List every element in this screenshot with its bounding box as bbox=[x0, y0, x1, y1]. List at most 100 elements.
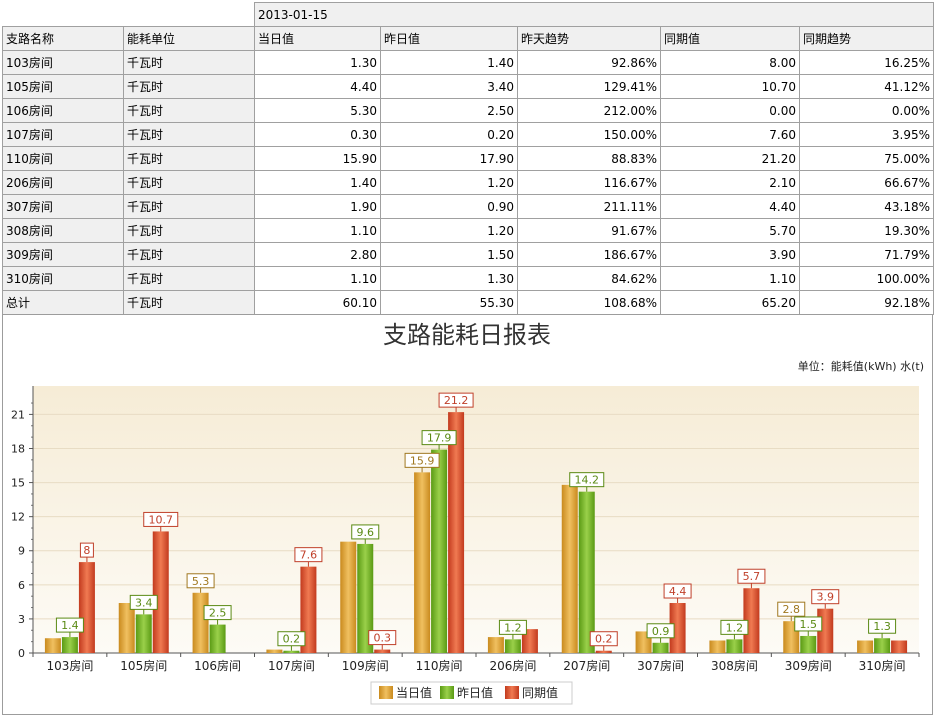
cell-same-trend: 92.18% bbox=[798, 290, 935, 315]
data-label-box bbox=[186, 573, 215, 589]
data-label-box bbox=[720, 619, 749, 635]
column-header-name: 支路名称 bbox=[2, 26, 124, 51]
cell-name: 308房间 bbox=[2, 218, 124, 243]
table-row: 110房间 千瓦时 15.90 17.90 88.83% 21.20 75.00% bbox=[2, 146, 935, 171]
cell-trend: 84.62% bbox=[517, 266, 661, 291]
column-header-trend: 昨天趋势 bbox=[517, 26, 661, 51]
cell-same-period: 8.00 bbox=[660, 50, 800, 75]
table-row: 310房间 千瓦时 1.10 1.30 84.62% 1.10 100.00% bbox=[2, 266, 935, 291]
legend-box bbox=[370, 681, 573, 705]
cell-unit: 千瓦时 bbox=[123, 50, 255, 75]
column-header-today: 当日值 bbox=[254, 26, 381, 51]
report-table: 2013-01-15 支路名称 能耗单位 当日值 昨日值 昨天趋势 同期值 同期… bbox=[2, 2, 935, 315]
cell-yesterday: 17.90 bbox=[380, 146, 518, 171]
chart-title: 支路能耗日报表 bbox=[383, 321, 551, 349]
data-label-box bbox=[569, 472, 605, 488]
data-label-box bbox=[794, 616, 823, 632]
bar-today bbox=[266, 649, 283, 653]
y-tick-label: 9 bbox=[18, 545, 25, 558]
table-row: 103房间 千瓦时 1.30 1.40 92.86% 8.00 16.25% bbox=[2, 50, 935, 75]
column-header-unit: 能耗单位 bbox=[123, 26, 255, 51]
cell-unit: 千瓦时 bbox=[123, 122, 255, 147]
legend-label: 当日值 bbox=[396, 685, 432, 700]
table-row: 307房间 千瓦时 1.90 0.90 211.11% 4.40 43.18% bbox=[2, 194, 935, 219]
y-tick-label: 18 bbox=[11, 442, 25, 455]
data-label-box bbox=[203, 605, 232, 621]
table-row: 308房间 千瓦时 1.10 1.20 91.67% 5.70 19.30% bbox=[2, 218, 935, 243]
data-label-box bbox=[129, 594, 158, 610]
cell-trend: 150.00% bbox=[517, 122, 661, 147]
y-tick-label: 6 bbox=[18, 579, 25, 592]
cell-name: 107房间 bbox=[2, 122, 124, 147]
report-date: 2013-01-15 bbox=[253, 2, 935, 27]
cell-today: 1.40 bbox=[254, 170, 381, 195]
bar-today bbox=[340, 541, 357, 653]
cell-today: 1.10 bbox=[254, 266, 381, 291]
data-label-box bbox=[646, 623, 675, 639]
cell-trend: 116.67% bbox=[517, 170, 661, 195]
cell-name: 105房间 bbox=[2, 74, 124, 99]
data-label-box bbox=[868, 618, 897, 634]
bar-yesterday bbox=[652, 642, 669, 653]
cell-same-period: 7.60 bbox=[660, 122, 800, 147]
bar-same-period bbox=[669, 603, 686, 653]
cell-same-period: 3.90 bbox=[660, 242, 800, 267]
cell-today: 15.90 bbox=[254, 146, 381, 171]
x-tick-label: 107房间 bbox=[268, 658, 315, 673]
data-label: 1.4 bbox=[61, 619, 79, 632]
chart-svg: 支路能耗日报表 单位：能耗值(kWh) 水(t) 0 3 6 9 12 15 18 21 103… bbox=[11, 321, 924, 705]
x-tick-label: 106房间 bbox=[194, 658, 241, 673]
cell-trend: 108.68% bbox=[517, 290, 661, 315]
data-label: 7.6 bbox=[300, 549, 318, 562]
cell-yesterday: 1.20 bbox=[380, 170, 518, 195]
cell-unit: 千瓦时 bbox=[123, 266, 255, 291]
cell-name: 103房间 bbox=[2, 50, 124, 75]
data-label: 5.3 bbox=[192, 575, 210, 588]
data-label: 3.9 bbox=[817, 591, 835, 604]
bar-same-period bbox=[374, 649, 391, 653]
bar-same-period bbox=[521, 629, 538, 653]
x-tick-label: 309房间 bbox=[785, 658, 832, 673]
plot-area bbox=[33, 386, 919, 653]
bar-same-period bbox=[152, 531, 169, 653]
legend-swatch bbox=[505, 686, 519, 699]
bar-yesterday bbox=[504, 639, 521, 653]
table-row: 107房间 千瓦时 0.30 0.20 150.00% 7.60 3.95% bbox=[2, 122, 935, 147]
bar-yesterday bbox=[578, 491, 595, 653]
data-label: 14.2 bbox=[575, 474, 600, 487]
bar-yesterday bbox=[726, 639, 743, 653]
bar-today bbox=[857, 640, 874, 653]
cell-same-period: 0.00 bbox=[660, 98, 800, 123]
table-row: 105房间 千瓦时 4.40 3.40 129.41% 10.70 41.12% bbox=[2, 74, 935, 99]
column-header-row: 支路名称 能耗单位 当日值 昨日值 昨天趋势 同期值 同期趋势 bbox=[2, 26, 935, 51]
bar-today bbox=[118, 603, 135, 653]
data-label: 1.2 bbox=[504, 621, 522, 634]
data-labels: 1.4 8 3.4 10.7 5.3 2.5 0.2 7.6 9.6 0.3 15.9 17.9 21.… bbox=[55, 392, 897, 651]
table-row: 309房间 千瓦时 2.80 1.50 186.67% 3.90 71.79% bbox=[2, 242, 935, 267]
cell-unit: 千瓦时 bbox=[123, 242, 255, 267]
x-tick-label: 310房间 bbox=[859, 658, 906, 673]
bar-today bbox=[487, 637, 504, 653]
x-tick-label: 307房间 bbox=[637, 658, 684, 673]
bar-yesterday bbox=[61, 637, 78, 653]
cell-trend: 129.41% bbox=[517, 74, 661, 99]
data-label-box bbox=[79, 542, 94, 558]
cell-same-period: 1.10 bbox=[660, 266, 800, 291]
cell-same-trend: 66.67% bbox=[798, 170, 935, 195]
data-label-box bbox=[351, 524, 380, 540]
cell-name: 310房间 bbox=[2, 266, 124, 291]
cell-same-period: 65.20 bbox=[660, 290, 800, 315]
y-tick-label: 21 bbox=[11, 408, 25, 421]
data-label-box bbox=[404, 452, 440, 468]
data-label-box bbox=[663, 583, 692, 599]
cell-trend: 92.86% bbox=[517, 50, 661, 75]
bar-same-period bbox=[595, 650, 612, 653]
cell-name: 206房间 bbox=[2, 170, 124, 195]
data-label-box bbox=[294, 547, 323, 563]
bar-today bbox=[561, 484, 578, 653]
unit-note: 单位：能耗值(kWh) 水(t) bbox=[798, 359, 924, 373]
data-label: 1.2 bbox=[726, 621, 744, 634]
bar-yesterday bbox=[874, 638, 891, 653]
cell-same-period: 2.10 bbox=[660, 170, 800, 195]
bar-same-period bbox=[743, 588, 760, 653]
